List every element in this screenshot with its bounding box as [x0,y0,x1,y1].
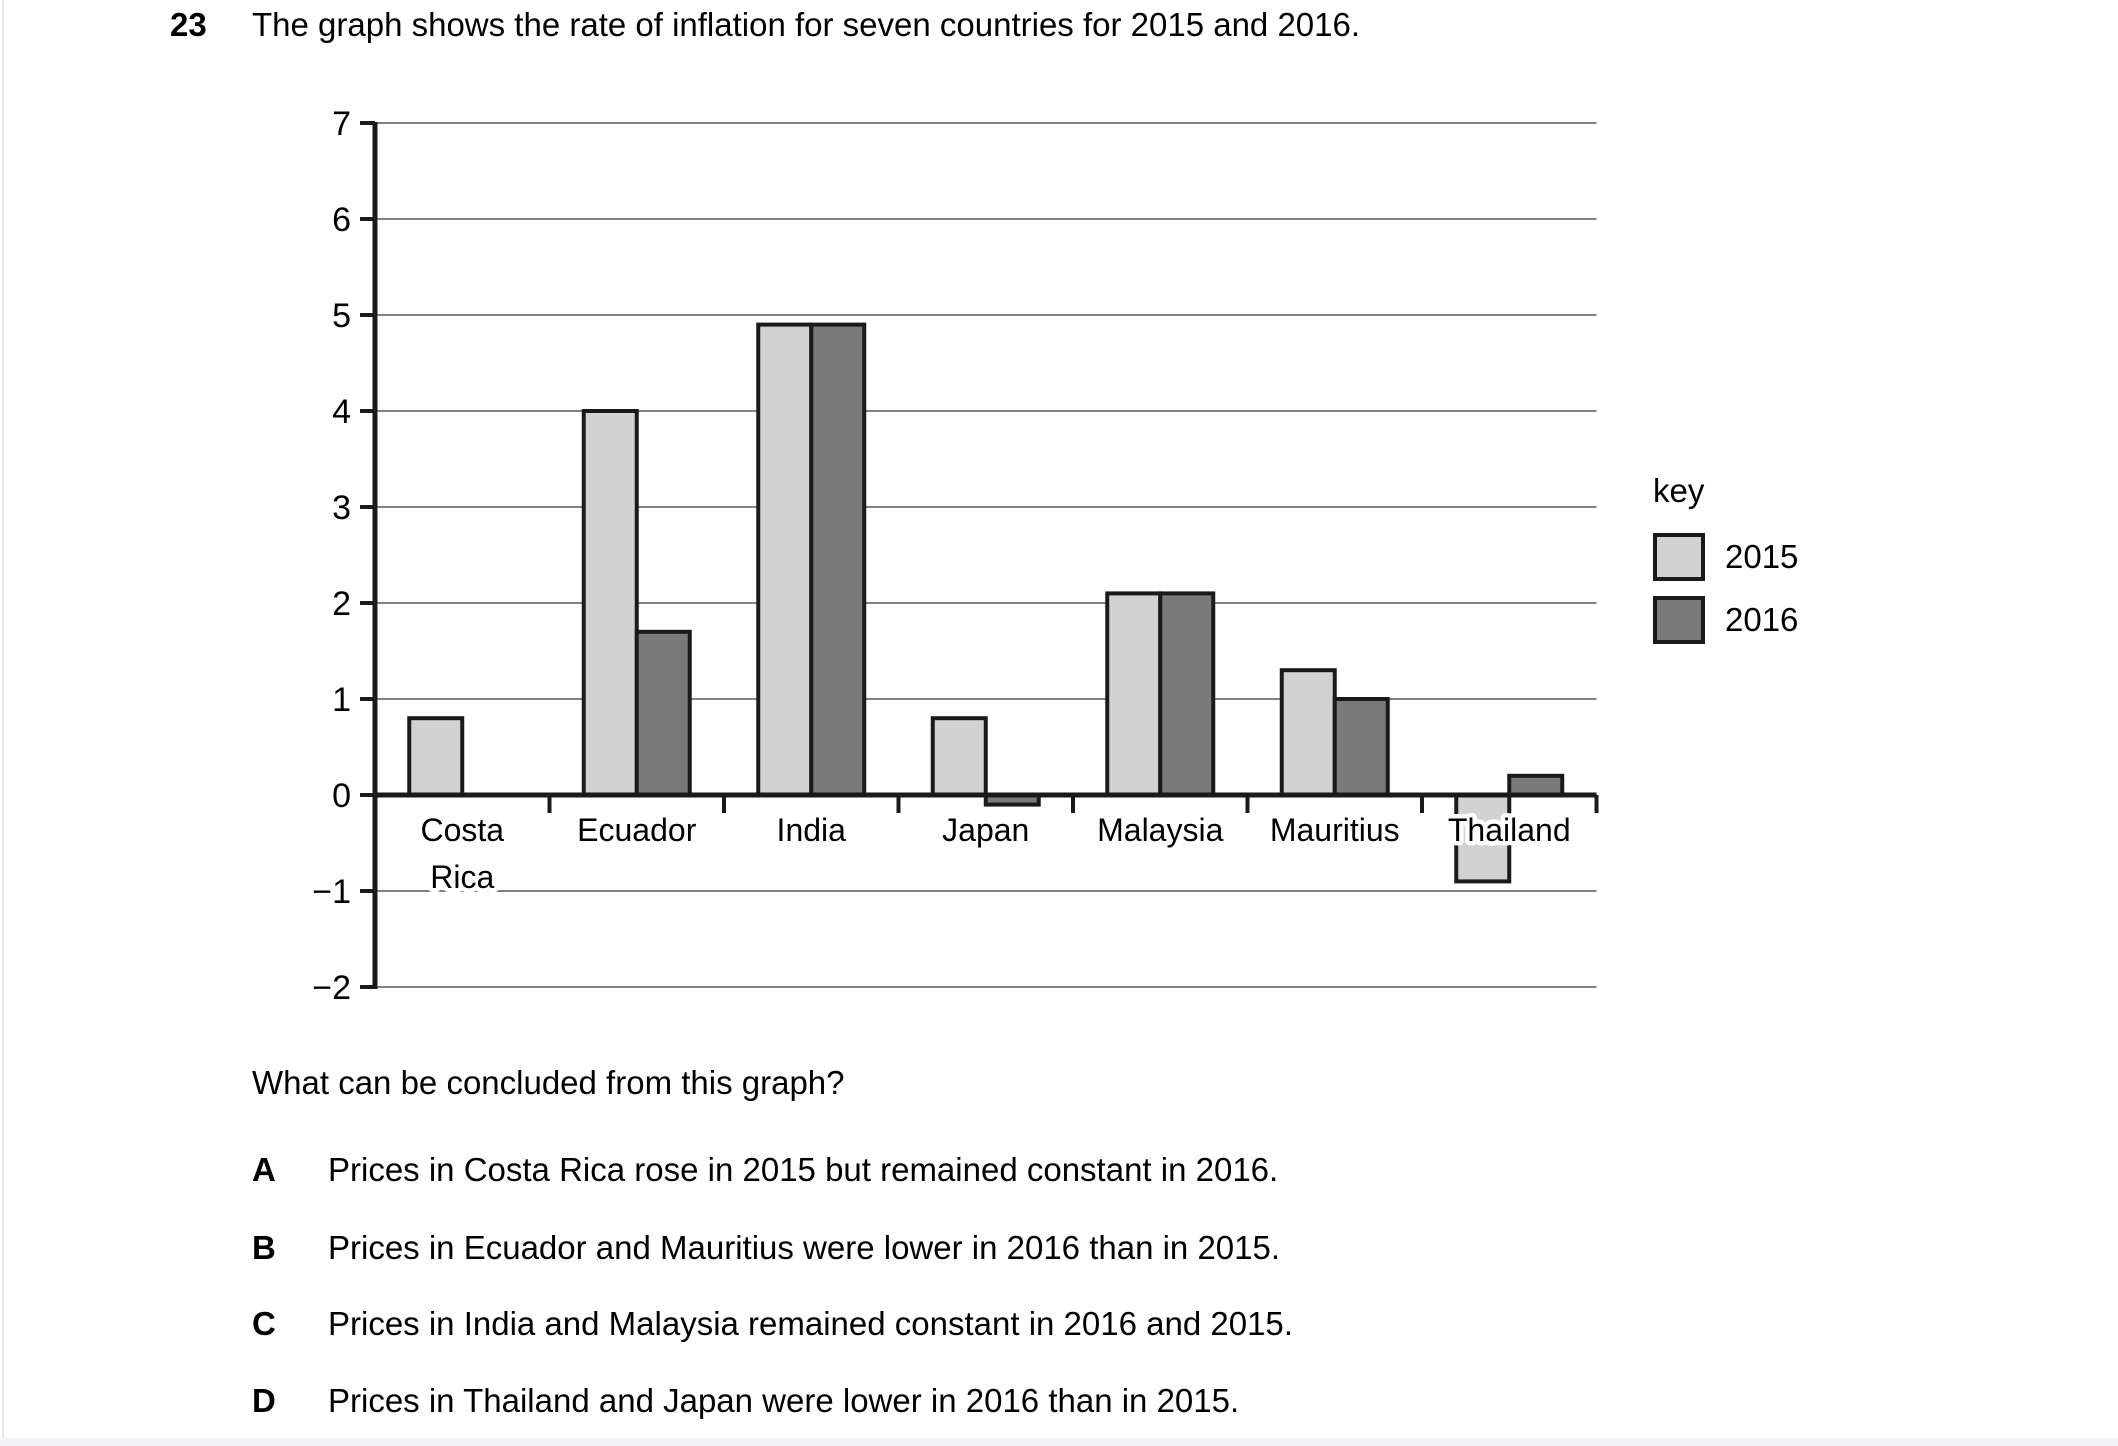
category-label-costa-rica: Costa [420,812,504,848]
bar-mauritius-2016 [1332,697,1390,797]
y-tick-label-2: 2 [332,585,351,623]
y-tick-label--2: −2 [312,969,351,1007]
page-bottom-edge [0,1438,2118,1446]
bar-costa-rica-2015 [407,716,465,798]
option-d-letter: D [252,1382,276,1419]
question-number: 23 [170,6,207,43]
question-intro-text: The graph shows the rate of inflation fo… [252,6,1361,43]
y-tick-label-7: 7 [332,105,351,143]
category-label-ecuador: Ecuador [577,812,697,848]
key-row-2015: 2015 [1653,533,1798,581]
option-a-text: Prices in Costa Rica rose in 2015 but re… [328,1151,1279,1188]
y-tick-label-5: 5 [332,297,351,335]
y-tick-label-3: 3 [332,489,351,527]
category-label-japan: Japan [942,812,1029,848]
bar-india-2016 [809,322,867,797]
key-label-2015: 2015 [1725,538,1799,575]
option-a-letter: A [252,1151,276,1188]
category-label-malaysia: Malaysia [1097,812,1223,848]
bar-malaysia-2015 [1105,591,1163,798]
option-b: B Prices in Ecuador and Mauritius were lo… [252,1228,1280,1268]
key-label-2016: 2016 [1725,601,1799,638]
option-d-text: Prices in Thailand and Japan were lower … [328,1382,1240,1419]
bar-thailand-2015 [1454,793,1512,884]
option-c: C Prices in India and Malaysia remained c… [252,1304,1293,1344]
y-tick-label-1: 1 [332,681,351,719]
bar-thailand-2016 [1507,773,1565,797]
y-tick-label-6: 6 [332,201,351,239]
chart-key: key 2015 2016 [1653,471,1798,644]
bar-japan-2015 [930,716,988,798]
category-label-thailand: Thailand [1448,812,1571,848]
option-c-text: Prices in India and Malaysia remained co… [328,1305,1293,1342]
bar-india-2015 [756,322,814,797]
y-tick-label--1: −1 [312,873,351,911]
key-row-2016: 2016 [1653,596,1798,644]
bar-malaysia-2016 [1158,591,1216,798]
bar-mauritius-2015 [1279,668,1337,798]
y-tick-label-0: 0 [332,777,351,815]
bar-ecuador-2015 [581,409,639,797]
inflation-bar-chart: 7 6 5 4 3 2 1 0 −1 −2 Costa Rica Ecuador India Japan Ma… [312,105,1599,1007]
question-prompt: What can be concluded from this graph? [252,1064,845,1101]
option-a: A Prices in Costa Rica rose in 2015 but r… [252,1150,1278,1190]
category-label-costa-rica-line2: Rica [430,859,494,895]
bar-ecuador-2016 [634,629,692,797]
category-label-mauritius: Mauritius [1270,812,1400,848]
y-tick-label-4: 4 [332,393,351,431]
page-left-edge [2,0,4,1446]
option-c-letter: C [252,1305,276,1342]
key-swatch-2016 [1653,596,1705,644]
key-swatch-2015 [1653,533,1705,581]
option-b-text: Prices in Ecuador and Mauritius were low… [328,1229,1281,1266]
option-d: D Prices in Thailand and Japan were lower… [252,1381,1239,1421]
option-b-letter: B [252,1229,276,1266]
key-title: key [1653,472,1705,509]
category-label-india: India [777,812,847,848]
